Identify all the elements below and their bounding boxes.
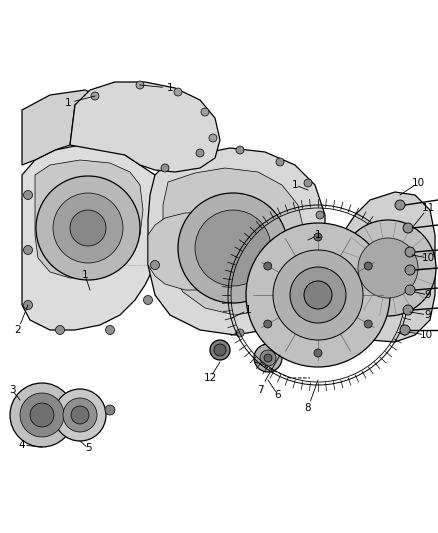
Polygon shape	[22, 145, 165, 330]
Text: 8: 8	[305, 403, 311, 413]
Circle shape	[196, 149, 204, 157]
Text: 10: 10	[420, 330, 433, 340]
Circle shape	[364, 262, 372, 270]
Circle shape	[201, 108, 209, 116]
Circle shape	[303, 235, 314, 246]
Text: 7: 7	[257, 385, 263, 395]
Circle shape	[273, 250, 363, 340]
Circle shape	[10, 383, 74, 447]
Text: 3: 3	[9, 385, 15, 395]
Circle shape	[24, 190, 32, 199]
Circle shape	[106, 326, 114, 335]
Circle shape	[195, 210, 271, 286]
Circle shape	[24, 246, 32, 254]
Circle shape	[210, 340, 230, 360]
Text: 9: 9	[425, 290, 431, 300]
Text: 1: 1	[292, 180, 298, 190]
Text: 6: 6	[275, 390, 281, 400]
Text: 10: 10	[421, 253, 434, 263]
Circle shape	[395, 200, 405, 210]
Circle shape	[161, 164, 169, 172]
Polygon shape	[342, 192, 435, 342]
Text: 11: 11	[421, 203, 434, 213]
Text: 5: 5	[85, 443, 91, 453]
Circle shape	[314, 349, 322, 357]
Circle shape	[53, 193, 123, 263]
Circle shape	[403, 305, 413, 315]
Polygon shape	[22, 90, 90, 165]
Circle shape	[304, 179, 312, 187]
Circle shape	[24, 301, 32, 310]
Text: 10: 10	[411, 178, 424, 188]
Text: 1: 1	[82, 270, 88, 280]
Polygon shape	[35, 160, 143, 278]
Text: 1: 1	[245, 305, 251, 315]
Text: 4: 4	[19, 440, 25, 450]
Circle shape	[400, 325, 410, 335]
Circle shape	[276, 158, 284, 166]
Circle shape	[364, 320, 372, 328]
Text: 9: 9	[425, 310, 431, 320]
Polygon shape	[148, 148, 325, 335]
Circle shape	[91, 92, 99, 100]
Circle shape	[304, 281, 332, 309]
Circle shape	[254, 344, 282, 372]
Circle shape	[136, 81, 144, 89]
Text: 1: 1	[167, 83, 173, 93]
Polygon shape	[163, 168, 305, 315]
Circle shape	[63, 398, 97, 432]
Circle shape	[358, 238, 418, 298]
Circle shape	[144, 295, 152, 304]
Circle shape	[304, 291, 312, 299]
Circle shape	[260, 350, 276, 366]
Circle shape	[56, 326, 64, 335]
Circle shape	[30, 403, 54, 427]
Circle shape	[316, 211, 324, 219]
Circle shape	[214, 344, 226, 356]
Circle shape	[209, 134, 217, 142]
Circle shape	[403, 223, 413, 233]
Text: 1: 1	[314, 230, 321, 240]
Circle shape	[264, 320, 272, 328]
Circle shape	[314, 233, 322, 241]
Circle shape	[174, 88, 182, 96]
Circle shape	[151, 261, 159, 270]
Circle shape	[405, 247, 415, 257]
Circle shape	[54, 389, 106, 441]
Circle shape	[246, 223, 390, 367]
Circle shape	[274, 318, 282, 326]
Polygon shape	[70, 82, 220, 172]
Circle shape	[71, 406, 89, 424]
Circle shape	[178, 193, 288, 303]
Circle shape	[264, 354, 272, 362]
Text: 12: 12	[203, 373, 217, 383]
Circle shape	[340, 220, 436, 316]
Circle shape	[20, 393, 64, 437]
Circle shape	[105, 405, 115, 415]
Polygon shape	[148, 212, 268, 290]
Circle shape	[236, 329, 244, 337]
Circle shape	[236, 146, 244, 154]
Circle shape	[316, 256, 324, 264]
Circle shape	[405, 265, 415, 275]
Circle shape	[405, 285, 415, 295]
Circle shape	[36, 176, 140, 280]
Text: 1: 1	[65, 98, 71, 108]
Circle shape	[290, 267, 346, 323]
Circle shape	[70, 210, 106, 246]
Circle shape	[264, 262, 272, 270]
Text: 2: 2	[15, 325, 21, 335]
